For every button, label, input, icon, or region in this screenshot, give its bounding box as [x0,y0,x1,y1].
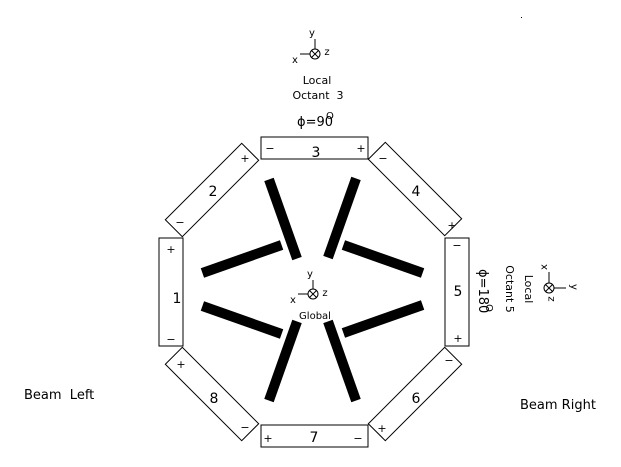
octant-5-axis-y: y [568,284,579,290]
segment-1: 1 + − [158,237,184,347]
segment-6 [367,346,463,442]
segment-7-plus: + [263,432,272,445]
octant-5-octant-label: Octant 5 [503,265,516,313]
octant-5-angle: ϕ=180 [475,269,490,313]
global-axis-x: x [290,295,296,306]
segment-8 [164,346,260,442]
segment-4 [367,141,463,237]
segment-6-minus: − [444,354,453,367]
segment-2-plus: + [240,152,249,165]
segment-3-minus: − [265,142,274,155]
radial-bar [341,300,425,338]
segment-4-plus: + [447,219,456,232]
radial-bars [200,176,425,403]
segment-5-minus: − [452,239,461,252]
segment-2-minus: − [175,216,184,229]
segment-8-plus: + [176,358,185,371]
segment-7-label: 7 [310,430,319,446]
global-label: Global [299,311,331,322]
global-axis-into-page-icon [307,288,319,300]
octant-3-axis-z: z [324,47,329,58]
segment-4-minus: − [378,152,387,165]
segment-4-label: 4 [412,184,421,200]
global-axes: y x z Global [290,269,331,322]
octant-3-octant-label: Octant 3 [292,89,343,102]
segment-6-label: 6 [412,391,421,407]
octant-3-axis-x: x [292,55,298,66]
radial-bar [200,240,284,278]
beam-right-label: Beam Right [520,398,596,413]
octant-5-axes: x y z [539,264,579,302]
segment-5-label: 5 [454,284,463,300]
segment-1-plus: + [166,243,175,256]
global-axis-y: y [307,269,313,280]
segment-3: 3 − + [260,136,369,161]
stray-dot [521,17,522,18]
segment-8-label: 8 [210,391,219,407]
segment-1-label: 1 [173,291,182,307]
octant-3-axes: y x z [292,28,330,66]
octant-5-axis-x: x [539,264,550,270]
segment-3-plus: + [356,142,365,155]
segment-5-plus: + [453,332,462,345]
segment-1-minus: − [166,333,175,346]
octant-5-degree: O [483,304,494,312]
global-axis-z: z [322,288,327,299]
radial-bar [323,176,361,260]
octant-3-local-label: Local [303,74,332,87]
segment-5: 5 − + [444,237,470,347]
segment-6-plus: + [377,422,386,435]
radial-bar [264,177,302,261]
octant-3-angle: ϕ=90 [297,115,333,130]
radial-bar [200,301,284,339]
segment-3-label: 3 [312,145,321,161]
octant-3-axis-y: y [309,28,315,39]
segment-7: 7 + − [260,424,369,448]
radial-bar [341,240,425,278]
segment-2-label: 2 [209,184,218,200]
radial-bar [264,319,302,403]
radial-bar [323,319,361,403]
beam-left-label: Beam Left [24,388,94,403]
segment-8-minus: − [240,421,249,434]
octant-5-axis-z: z [546,296,557,301]
octant-3-axis-into-page-icon [309,48,321,60]
segment-2 [164,142,260,238]
octant-5-local-label: Local [522,275,535,304]
octant-5-axis-into-page-icon [543,282,555,294]
segment-7-minus: − [353,432,362,445]
octant-3-degree: O [326,111,334,122]
